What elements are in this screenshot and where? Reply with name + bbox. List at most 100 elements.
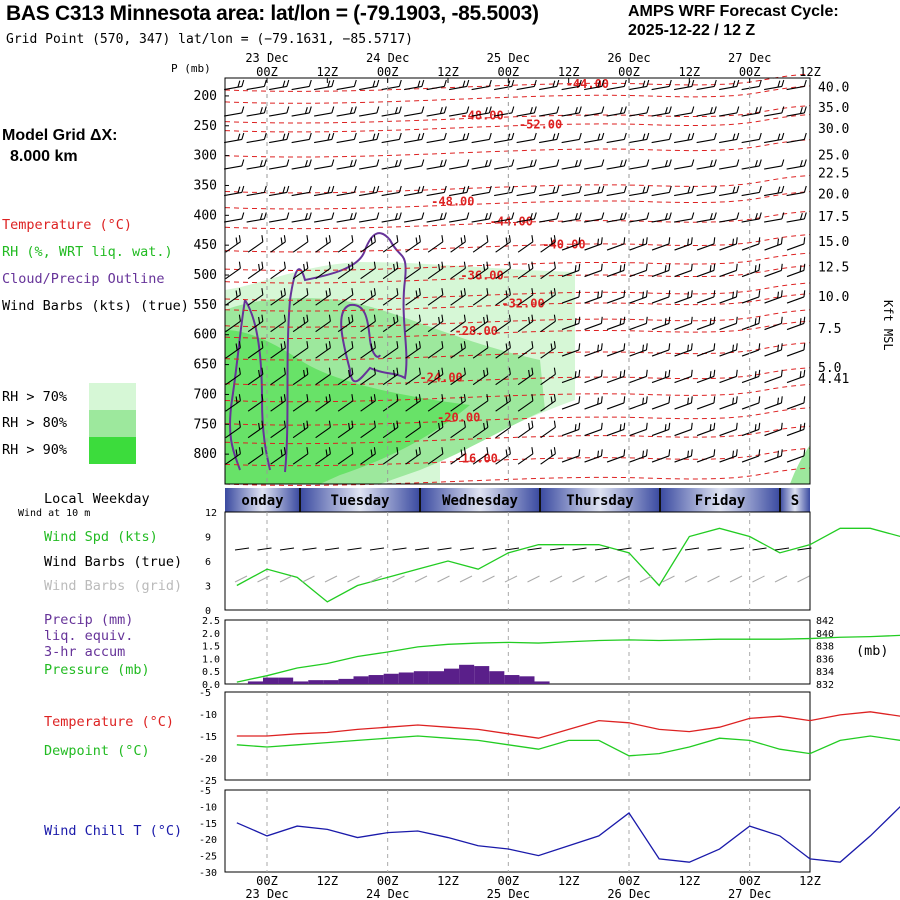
wind-barb [764, 79, 785, 91]
temperature-contour [224, 85, 811, 104]
wind-barb-true [617, 547, 632, 551]
wind-barb [471, 159, 492, 170]
top-time-tick: 12Z [799, 65, 821, 79]
height-tick: 22.5 [818, 167, 849, 182]
wind-barb [427, 261, 444, 280]
wind-barb-true [594, 547, 610, 551]
wind-barb [247, 420, 264, 439]
wind-barb [449, 159, 470, 170]
wind-barb [405, 235, 421, 253]
wind-barb [225, 367, 241, 386]
wind-barb-grid [662, 575, 675, 583]
wind-barb [764, 316, 783, 331]
wind-barb [764, 369, 783, 384]
wind-barb [360, 420, 376, 439]
wind-barb [404, 185, 425, 197]
wind-barb [360, 235, 376, 253]
wind-barb [561, 79, 582, 91]
wind-barb [629, 237, 648, 251]
wind-barb [381, 212, 402, 223]
wind-barb [561, 396, 581, 410]
bottom-time-tick: 00Z [618, 874, 640, 888]
wind-barb [292, 367, 309, 386]
wind-barb [786, 396, 806, 410]
wind-barb [539, 212, 560, 223]
wind-barb [359, 79, 380, 91]
wind-barb [381, 185, 402, 197]
legend-rh80-label: RH > 80% [2, 415, 68, 431]
wind-barb [540, 314, 556, 333]
wind-barb [472, 420, 489, 439]
wind-barb [450, 341, 466, 359]
wind-barb [719, 185, 740, 197]
wind-barb [450, 235, 466, 253]
precip-bar [428, 671, 444, 684]
precip-bar [308, 680, 324, 684]
wind-barb [292, 394, 309, 412]
legend-rh70-swatch [89, 383, 136, 410]
precip-bar [368, 675, 384, 684]
wind-barb [336, 185, 357, 197]
top-time-tick: 00Z [618, 65, 640, 79]
temperature-contour-label: -24.00 [419, 371, 462, 385]
wind-barb [360, 394, 376, 412]
wind-barb [359, 185, 380, 197]
wind-barb [315, 367, 331, 386]
wind-barb [561, 290, 581, 304]
wind-speed-tick: 0 [205, 606, 211, 617]
wind-barb [741, 422, 761, 437]
wind-barb [404, 106, 425, 117]
wind-barb [696, 343, 716, 357]
wind-chill-tick: -20 [199, 835, 217, 846]
wind-barb [584, 237, 603, 251]
wind-barb [291, 159, 312, 170]
wind-barb [472, 367, 489, 386]
wind-barb [495, 341, 511, 359]
wind-barb [741, 185, 762, 197]
wind-barb [786, 237, 806, 251]
wind-barb [246, 79, 267, 91]
wind-barb [540, 235, 556, 253]
temperature-contour-label: -44.00 [490, 214, 533, 228]
wind-barb [472, 235, 489, 253]
wind-barb [270, 314, 286, 333]
wind-barb [741, 316, 761, 331]
wind-barb [539, 185, 560, 197]
wind-barb [247, 314, 264, 333]
height-axis-label: Kft MSL [881, 300, 895, 351]
top-time-tick: 00Z [739, 65, 761, 79]
wind-speed-tick: 3 [205, 582, 211, 593]
wind-barb [651, 263, 671, 278]
precip-bar [247, 681, 263, 684]
wind-barb [786, 422, 806, 437]
wind-barb [405, 261, 421, 280]
temperature-contour [224, 342, 811, 361]
wind-barb [292, 420, 309, 439]
wind-barb [517, 341, 534, 359]
wind-barb [674, 263, 693, 278]
wind-barb-grid [257, 575, 270, 583]
wind-barb [471, 212, 492, 223]
wind-barb [540, 394, 556, 412]
wind-barb [517, 314, 534, 333]
temperature-tick: -5 [199, 688, 211, 699]
wind-barb [336, 132, 357, 144]
wind-barb [584, 422, 603, 437]
pressure-tick: 200 [194, 89, 217, 104]
wind-barb [359, 106, 380, 117]
legend-rh: RH (%, WRT liq. wat.) [2, 244, 173, 260]
weekday-segment [540, 488, 660, 512]
wind-barb [741, 212, 762, 223]
wind-barb [404, 79, 425, 91]
wind-speed-tick: 12 [205, 508, 217, 519]
wind-barb [651, 290, 671, 304]
wind-barb [360, 341, 376, 359]
wind-barb [561, 159, 582, 170]
weekday-label: Tuesday [330, 493, 390, 509]
wind-barb [606, 79, 627, 91]
wind-barb [494, 212, 515, 223]
wind-barb [495, 420, 511, 439]
wind-barb [224, 159, 245, 170]
wind-barb [315, 288, 331, 306]
temperature-tick: -20 [199, 754, 217, 765]
